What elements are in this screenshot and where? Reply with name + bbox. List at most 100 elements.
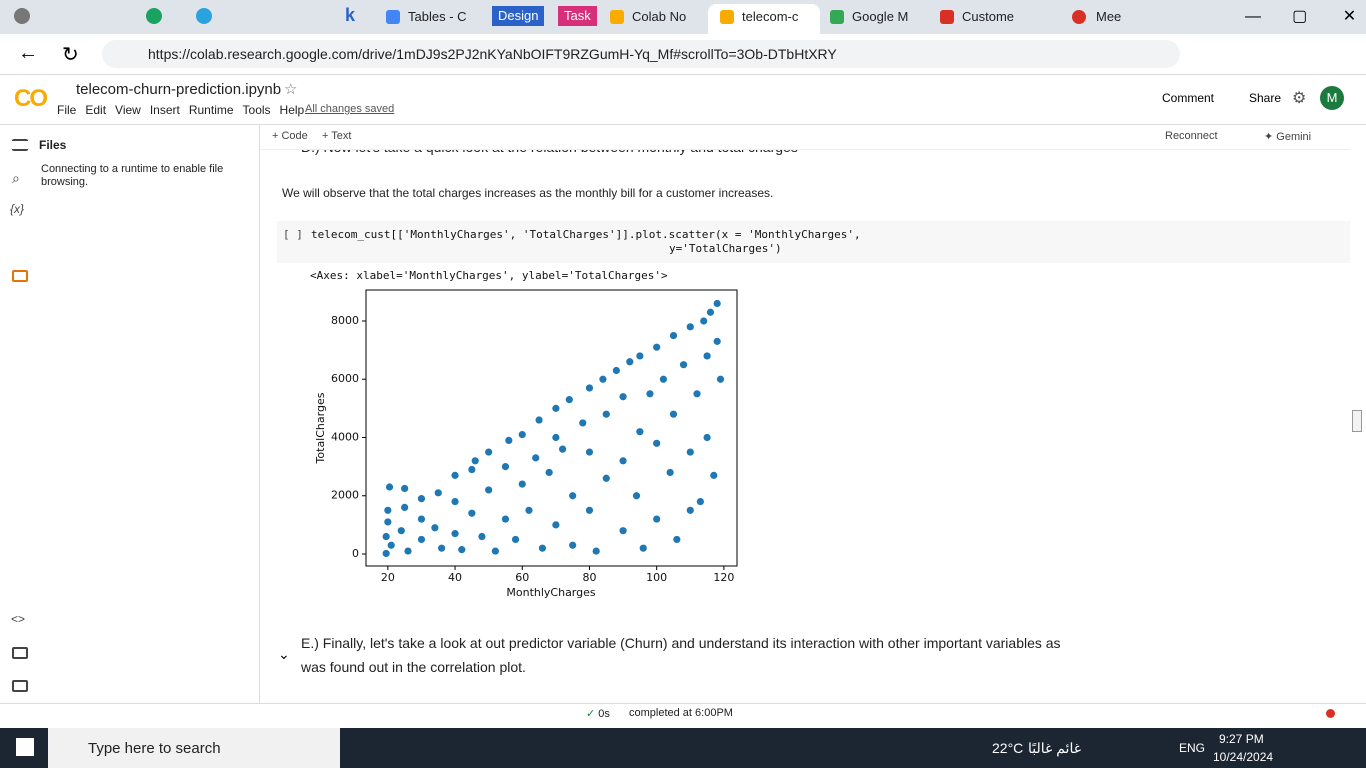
code-cell[interactable]: [277, 221, 1350, 263]
terminal-icon[interactable]: [12, 680, 28, 692]
reconnect[interactable]: Reconnect: [1165, 130, 1218, 142]
tab-label: Mee: [1096, 9, 1122, 24]
menu-item[interactable]: View: [115, 103, 141, 117]
point: [468, 509, 476, 517]
point: [569, 492, 577, 500]
avatar[interactable]: M: [1320, 86, 1344, 110]
point: [485, 448, 493, 456]
tab-icon[interactable]: [196, 8, 212, 24]
star[interactable]: ☆: [284, 81, 298, 98]
temperature: 22°C: [992, 740, 1024, 756]
point: [417, 515, 426, 523]
share-button[interactable]: Share: [1249, 91, 1282, 105]
gemini[interactable]: ✦ Gemini: [1264, 131, 1312, 143]
menu-item[interactable]: Edit: [85, 103, 107, 117]
menu-item[interactable]: Insert: [149, 103, 180, 117]
y-tick-label: 8000: [331, 314, 359, 327]
tab[interactable]: Colab No: [598, 4, 716, 30]
point: [713, 337, 721, 345]
variables-icon[interactable]: {x}: [10, 202, 25, 216]
command-icon[interactable]: [12, 647, 28, 659]
settings[interactable]: ⚙: [1292, 90, 1307, 107]
toc-icon[interactable]: [12, 139, 28, 151]
point: [700, 317, 708, 325]
tab-icon[interactable]: k: [345, 5, 356, 25]
tab-label: Google M: [852, 9, 909, 24]
menu-item[interactable]: Runtime: [188, 103, 234, 117]
point: [518, 430, 526, 439]
point: [501, 515, 510, 523]
folder-icon[interactable]: [12, 270, 28, 282]
y-tick-label: 2000: [331, 489, 359, 502]
y-tick-label: 4000: [331, 430, 359, 443]
tab-icon[interactable]: [146, 8, 162, 24]
point: [626, 358, 634, 366]
point: [632, 492, 641, 500]
point: [646, 390, 654, 398]
search-box[interactable]: [48, 728, 340, 768]
toolbar: [260, 125, 1350, 150]
url-box[interactable]: [102, 40, 1180, 68]
window-controls[interactable]: — ▢ ✕: [1245, 8, 1357, 25]
code-snippets-icon[interactable]: <>: [11, 612, 26, 626]
comment-button[interactable]: Comment: [1162, 91, 1215, 105]
weather: غائم غالبًا: [1028, 740, 1082, 756]
point: [518, 480, 526, 488]
gemini-label: Gemini: [1276, 131, 1312, 143]
point: [703, 352, 711, 360]
reload-button[interactable]: ↻: [62, 44, 79, 66]
cell-prompt[interactable]: [ ]: [283, 228, 303, 241]
point: [653, 439, 661, 447]
menu-bar: File Edit View Insert Runtime Tools Help: [57, 103, 313, 117]
point: [653, 343, 661, 351]
point: [636, 428, 644, 436]
point: [696, 497, 704, 506]
point: [538, 544, 547, 552]
notebook-name[interactable]: telecom-churn-prediction.ipynb: [76, 81, 282, 98]
tab-label: telecom-c: [742, 9, 799, 24]
back-button[interactable]: ←: [18, 42, 38, 64]
point: [485, 486, 493, 494]
profile-icon[interactable]: [14, 8, 30, 24]
x-axis-label: MonthlyCharges: [506, 586, 596, 599]
point: [558, 445, 567, 453]
clock[interactable]: 9:27 PM: [1219, 732, 1264, 746]
point: [569, 541, 577, 549]
menu-item[interactable]: File: [57, 103, 77, 117]
search-icon[interactable]: ⌕: [12, 170, 20, 186]
cell-output: <Axes: xlabel='MonthlyCharges', ylabel='…: [310, 269, 668, 282]
tab[interactable]: Custome: [928, 4, 1046, 30]
point: [565, 396, 573, 404]
files-message: Connecting to a runtime to enable file b…: [41, 163, 224, 188]
menu-item[interactable]: Tools: [242, 103, 271, 117]
point: [382, 532, 390, 541]
point: [384, 506, 392, 514]
scrollbar-thumb[interactable]: [1352, 410, 1362, 432]
save-status[interactable]: All changes saved: [305, 103, 395, 115]
tab[interactable]: Google M: [818, 4, 936, 30]
menu-item[interactable]: Help: [279, 103, 305, 117]
tab[interactable]: Mee: [1038, 4, 1156, 30]
tab-active[interactable]: telecom-c: [708, 4, 820, 34]
start-button[interactable]: [16, 738, 34, 756]
colab-logo[interactable]: CO: [14, 85, 48, 112]
tab-group[interactable]: Design: [492, 6, 545, 26]
point: [458, 546, 466, 554]
add-code[interactable]: + Code: [272, 130, 308, 142]
point: [679, 361, 688, 369]
language[interactable]: ENG: [1179, 741, 1206, 755]
collapse-toggle[interactable]: ⌄: [278, 646, 290, 662]
url: https://colab.research.google.com/drive/…: [148, 46, 837, 62]
tab-strip: [0, 0, 1366, 34]
point: [434, 489, 442, 497]
point: [468, 465, 476, 474]
date[interactable]: 10/24/2024: [1213, 750, 1274, 764]
exec-status: completed at 6:00PM: [629, 707, 733, 719]
point: [710, 471, 718, 479]
add-text[interactable]: + Text: [322, 130, 352, 142]
point: [545, 468, 553, 477]
tab-group[interactable]: Task: [558, 6, 597, 26]
point: [451, 471, 459, 479]
tab[interactable]: Tables - C: [374, 4, 492, 30]
